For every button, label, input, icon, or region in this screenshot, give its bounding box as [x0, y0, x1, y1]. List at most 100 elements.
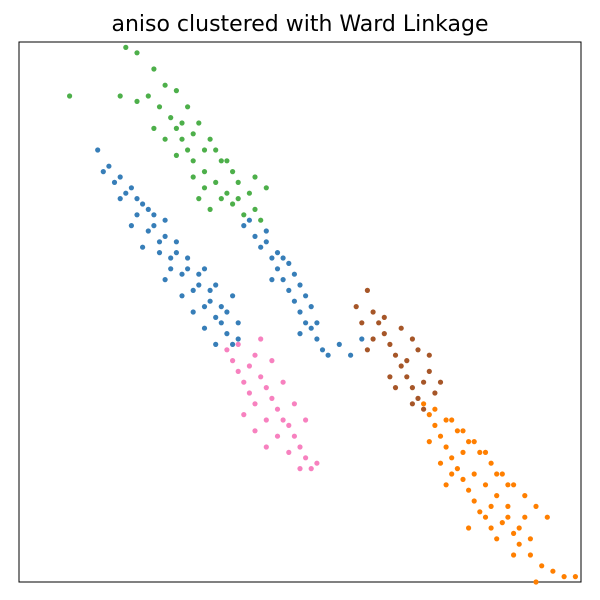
data-point: [190, 131, 196, 137]
data-point: [308, 466, 314, 472]
data-point: [246, 190, 252, 196]
data-point: [443, 444, 449, 450]
data-point: [218, 304, 224, 310]
data-point: [482, 449, 489, 455]
data-point: [505, 503, 511, 509]
data-point: [437, 460, 444, 466]
data-point: [201, 185, 208, 191]
data-point: [415, 347, 421, 353]
data-point: [218, 196, 224, 202]
data-point: [404, 374, 410, 380]
data-point: [224, 158, 230, 164]
data-point: [471, 439, 477, 445]
data-point: [510, 552, 517, 558]
data-point: [550, 568, 556, 574]
data-point: [258, 244, 264, 250]
data-point: [207, 287, 213, 293]
data-point: [100, 169, 106, 175]
data-point: [432, 422, 438, 428]
data-point: [196, 271, 202, 277]
data-point: [421, 401, 427, 407]
data-point: [246, 390, 252, 396]
data-point: [151, 223, 157, 229]
data-point: [291, 401, 297, 407]
data-point: [522, 514, 528, 520]
data-point: [359, 336, 365, 342]
data-point: [286, 422, 292, 428]
data-point: [437, 433, 444, 439]
data-point: [449, 417, 455, 423]
data-point: [303, 293, 309, 299]
data-point: [235, 196, 241, 202]
data-point: [140, 244, 146, 250]
data-point: [533, 503, 539, 509]
data-point: [359, 320, 365, 326]
data-point: [297, 466, 303, 472]
data-point: [201, 304, 208, 310]
data-point: [134, 98, 140, 104]
data-point: [297, 331, 303, 337]
data-point: [117, 174, 123, 180]
data-point: [348, 352, 354, 358]
data-point: [190, 287, 196, 293]
data-point: [274, 266, 281, 272]
data-point: [314, 336, 320, 342]
data-point: [258, 217, 264, 223]
series-4: [421, 401, 579, 585]
data-point: [409, 336, 415, 342]
data-point: [213, 179, 219, 185]
data-point: [269, 255, 275, 261]
data-point: [185, 104, 191, 110]
data-point: [123, 190, 129, 196]
data-point: [173, 88, 179, 94]
data-point: [516, 525, 522, 531]
data-point: [392, 352, 399, 358]
data-point: [134, 196, 140, 202]
data-point: [477, 509, 483, 515]
data-point: [286, 260, 292, 266]
data-point: [392, 385, 399, 391]
data-point: [156, 104, 163, 110]
data-point: [230, 341, 236, 347]
data-point: [466, 439, 472, 445]
data-point: [303, 417, 309, 423]
data-point: [471, 498, 477, 504]
data-point: [185, 147, 191, 153]
data-point: [454, 466, 460, 472]
data-point: [67, 93, 73, 99]
data-point: [252, 428, 258, 434]
data-point: [241, 412, 247, 418]
data-point: [190, 309, 196, 315]
data-point: [381, 314, 387, 320]
data-point: [460, 476, 466, 482]
data-point: [319, 347, 326, 353]
data-point: [482, 482, 489, 488]
data-point: [246, 363, 252, 369]
data-point: [297, 444, 303, 450]
data-point: [230, 201, 236, 207]
points-layer: [67, 44, 579, 585]
data-point: [314, 460, 320, 466]
data-point: [162, 217, 168, 223]
data-point: [145, 206, 151, 212]
data-point: [432, 406, 438, 412]
data-point: [185, 266, 191, 272]
data-point: [213, 314, 219, 320]
data-point: [426, 352, 432, 358]
data-point: [196, 120, 202, 126]
data-point: [449, 455, 455, 461]
data-point: [409, 385, 415, 391]
data-point: [168, 115, 174, 121]
data-point: [263, 185, 269, 191]
data-point: [269, 358, 275, 364]
data-point: [280, 379, 286, 385]
data-point: [522, 493, 528, 499]
data-point: [466, 487, 472, 493]
data-point: [95, 147, 101, 153]
data-point: [308, 325, 314, 331]
data-point: [134, 50, 140, 56]
data-point: [224, 309, 230, 315]
data-point: [499, 471, 505, 477]
data-point: [286, 287, 292, 293]
